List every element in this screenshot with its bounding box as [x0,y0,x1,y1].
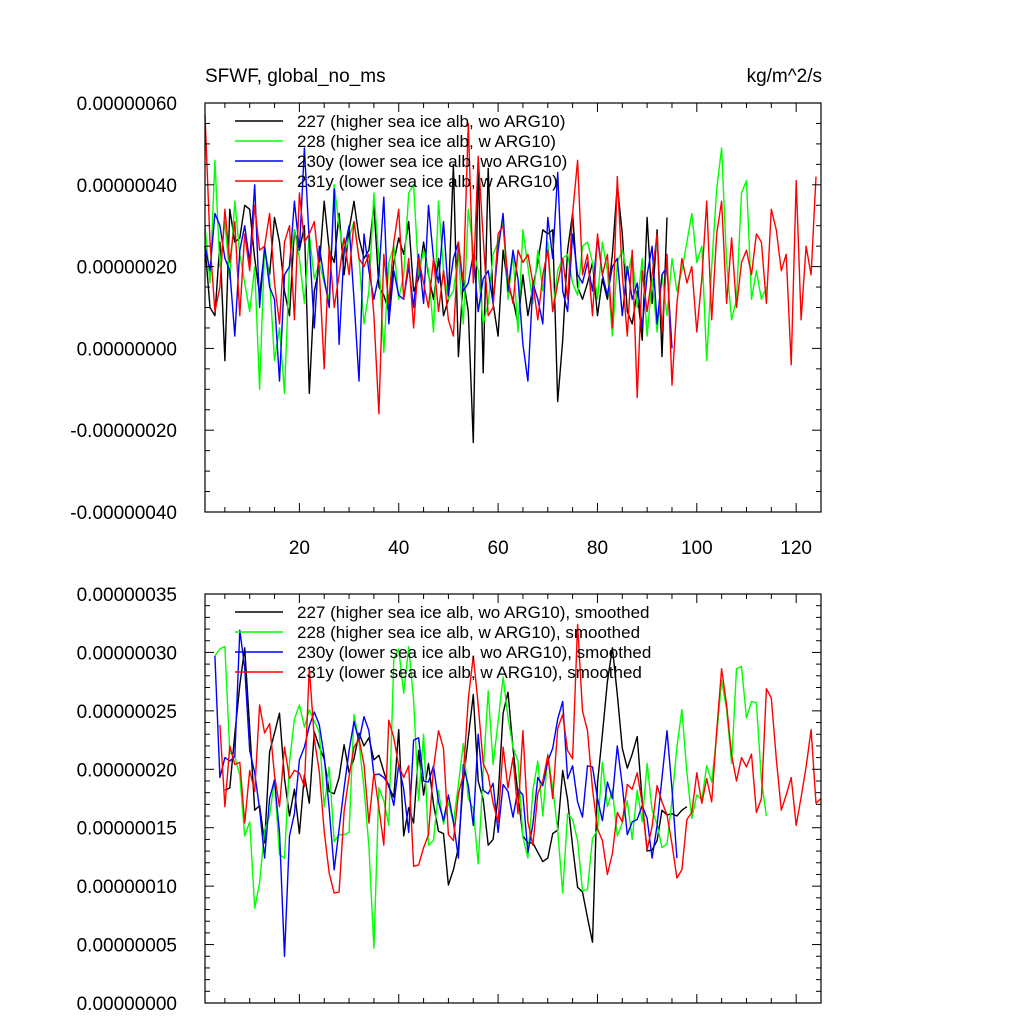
bottom-y-tick-label: 0.00000015 [77,819,177,840]
top-legend-label-2: 228 (higher sea ice alb, w ARG10) [297,132,556,151]
top-x-tick-label: 60 [488,538,509,559]
top-x-tick-label: 20 [289,538,310,559]
bottom-panel: 0.00000000 0.00000005 0.00000010 0.00000015… [77,585,822,1015]
top-axes-group: 20 40 60 80 100 120 -0.00000040 -0.00000020 0.00… [70,94,822,559]
top-legend-label-1: 227 (higher sea ice alb, wo ARG10) [297,112,565,131]
bottom-series-line-4 [219,623,822,894]
top-chart-title: SFWF, global_no_ms [205,66,386,87]
bottom-series-line-1 [224,647,688,943]
top-y-tick-label: 0.00000060 [77,94,177,115]
bottom-series-line-3 [214,629,678,957]
top-legend: 227 (higher sea ice alb, wo ARG10)228 (h… [235,112,567,191]
bottom-legend-label-3: 230y (lower sea ice alb, wo ARG10), smoo… [297,643,651,662]
top-legend-label-3: 230y (lower sea ice alb, wo ARG10) [297,152,567,171]
top-chart-units: kg/m^2/s [747,66,822,87]
bottom-legend: 227 (higher sea ice alb, wo ARG10), smoo… [235,603,651,682]
bottom-y-tick-label: 0.00000010 [77,877,177,898]
bottom-y-tick-label: 0.00000005 [77,936,177,957]
bottom-y-tick-label: 0.00000000 [77,994,177,1015]
top-x-tick-label: 100 [681,538,713,559]
top-series-line-4 [204,115,817,415]
top-y-tick-label: 0.00000000 [77,339,177,360]
bottom-legend-label-1: 227 (higher sea ice alb, wo ARG10), smoo… [297,603,649,622]
bottom-y-tick-label: 0.00000020 [77,760,177,781]
top-y-tick-label: -0.00000040 [70,503,177,524]
top-series-line-2 [204,147,768,395]
top-series-group [204,115,817,444]
top-series-line-3 [204,147,673,382]
bottom-legend-label-4: 231y (lower sea ice alb, w ARG10), smoot… [297,663,642,682]
bottom-legend-label-2: 228 (higher sea ice alb, w ARG10), smoot… [297,623,640,642]
top-y-tick-label: 0.00000040 [77,176,177,197]
bottom-axes-group: 0.00000000 0.00000005 0.00000010 0.00000015… [77,585,822,1015]
top-y-tick-label: -0.00000020 [70,421,177,442]
top-x-tick-label: 120 [780,538,812,559]
top-y-tick-label: 0.00000020 [77,258,177,279]
bottom-y-tick-label: 0.00000030 [77,643,177,664]
bottom-y-tick-label: 0.00000025 [77,702,177,723]
top-legend-label-4: 231y (lower sea ice alb, w ARG10) [297,172,558,191]
top-panel: SFWF, global_no_ms kg/m^2/s 20 40 60 80 100 1… [70,66,822,559]
bottom-series-group [214,623,822,957]
bottom-plot-frame [204,593,822,1004]
top-x-tick-label: 40 [388,538,409,559]
bottom-y-tick-label: 0.00000035 [77,585,177,606]
top-x-tick-label: 80 [587,538,608,559]
